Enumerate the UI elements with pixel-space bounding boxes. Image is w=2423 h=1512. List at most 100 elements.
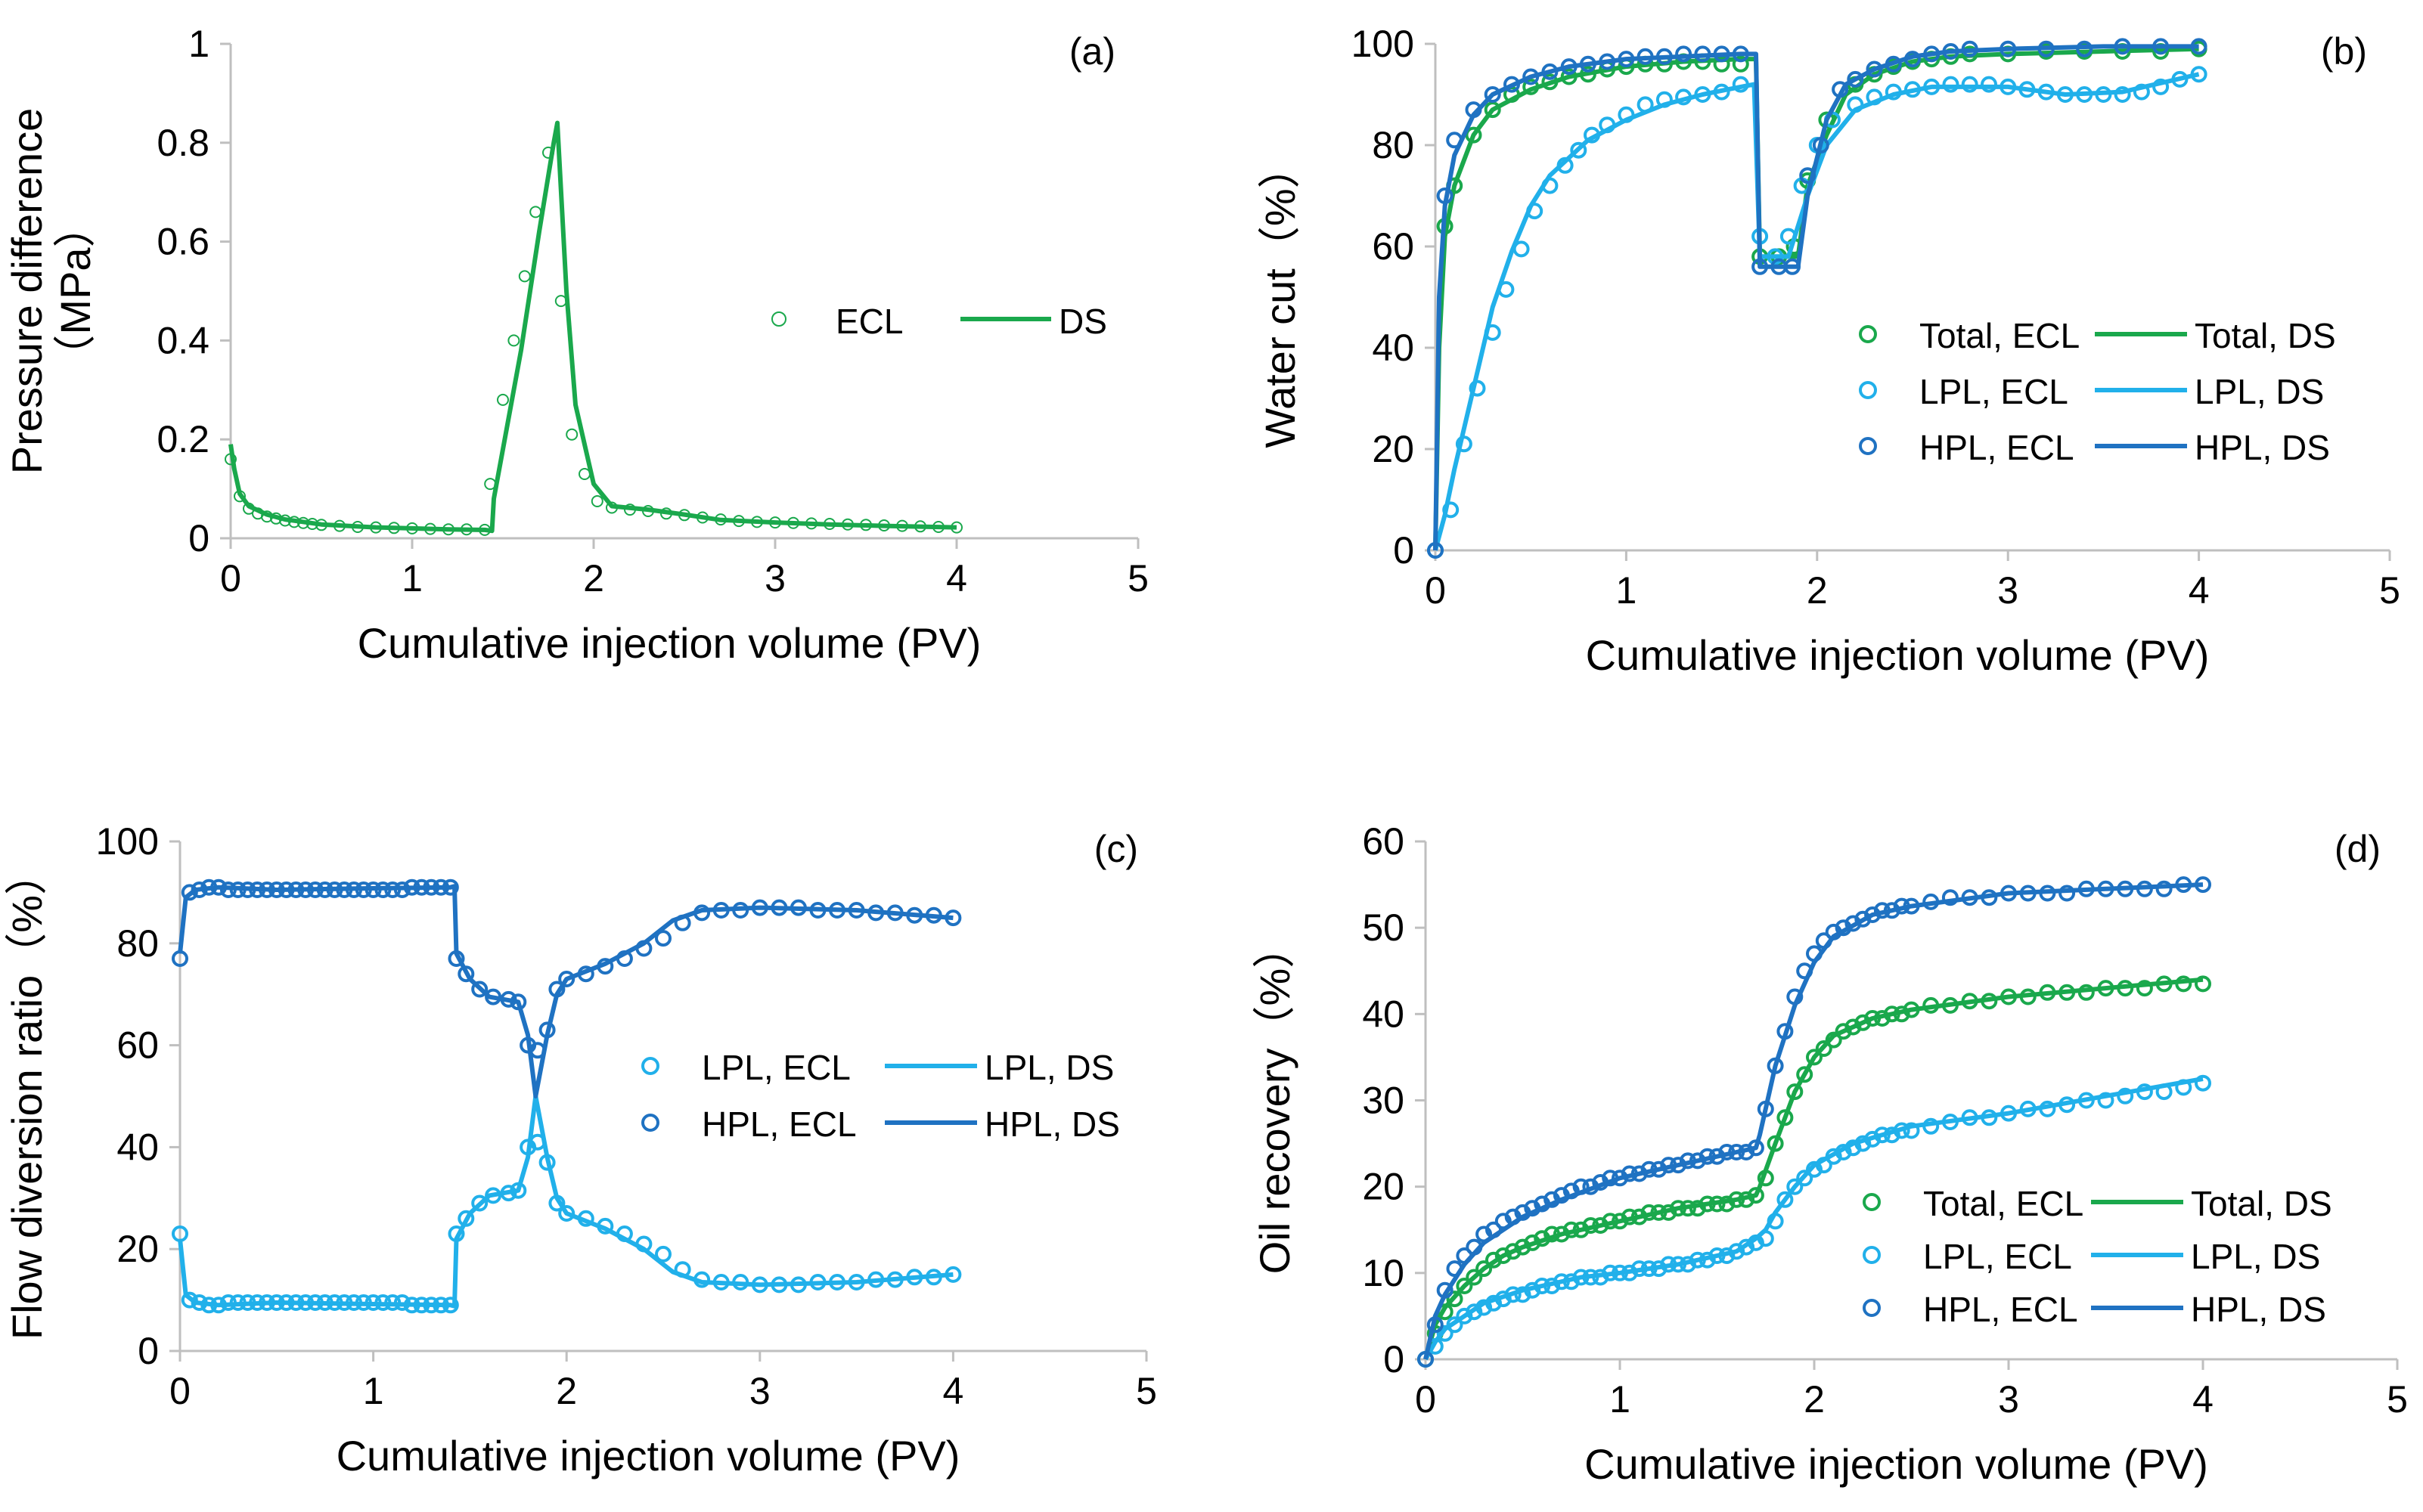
ecl-point — [660, 507, 672, 520]
ecl-point — [1767, 1135, 1784, 1152]
ecl-point — [1923, 78, 1941, 95]
ecl-point — [1484, 101, 1501, 119]
ecl-point — [172, 950, 188, 967]
x-tick-label: 1 — [1615, 569, 1637, 612]
ecl-point — [1541, 73, 1559, 91]
ecl-point — [2058, 984, 2076, 1001]
ecl-point — [1436, 1281, 1453, 1299]
ecl-point — [2195, 1074, 2211, 1092]
ecl-point — [1732, 45, 1749, 63]
ecl-point — [1942, 76, 1959, 93]
ds-line-lpl — [1423, 1077, 2204, 1361]
ecl-point — [1592, 1269, 1609, 1286]
ecl-point — [693, 1271, 711, 1288]
ecl-point — [1670, 1157, 1687, 1174]
ecl-point — [624, 503, 636, 516]
x-tick-label: 4 — [2189, 569, 2210, 612]
ecl-point — [1751, 258, 1769, 275]
y-axis-title: Oil recovery（%） — [1251, 926, 1298, 1275]
ecl-point — [1504, 1208, 1522, 1225]
y-tick-label: 0.4 — [157, 319, 209, 361]
ecl-point — [1942, 43, 1959, 60]
ecl-point — [769, 516, 781, 529]
ecl-point — [433, 878, 450, 896]
y-tick-label: 40 — [1362, 993, 1404, 1035]
ecl-point — [413, 878, 430, 896]
ecl-point — [2117, 1087, 2134, 1105]
ecl-point — [1660, 1256, 1677, 1273]
ecl-point — [1484, 324, 1501, 341]
ecl-point — [1728, 1243, 1745, 1260]
ecl-point — [191, 1294, 208, 1311]
ecl-point — [1442, 501, 1460, 519]
ecl-point — [577, 1210, 594, 1227]
ecl-point — [848, 902, 865, 919]
y-tick-label: 20 — [116, 1228, 159, 1270]
y-tick-label: 40 — [1372, 327, 1414, 369]
ecl-point — [2000, 885, 2017, 902]
ecl-point — [1497, 280, 1515, 298]
ecl-point — [239, 1294, 256, 1311]
ecl-point — [1864, 906, 1882, 923]
ecl-point — [507, 334, 520, 347]
ecl-point — [355, 1294, 372, 1311]
ecl-point — [733, 515, 745, 528]
ecl-point — [1893, 897, 1910, 915]
ecl-point — [518, 270, 531, 283]
ecl-point — [1689, 1200, 1706, 1217]
ecl-point — [1514, 1238, 1531, 1256]
ecl-point — [200, 1297, 218, 1314]
legend-ecl-label: Total, ECL — [1919, 316, 2080, 355]
ecl-point — [1427, 542, 1444, 559]
ecl-point — [1475, 1260, 1493, 1278]
ecl-point — [1904, 81, 1921, 98]
ecl-point — [1903, 1122, 1920, 1139]
ecl-point — [1961, 40, 1978, 57]
ecl-point — [542, 146, 554, 159]
x-tick-label: 0 — [1425, 569, 1446, 612]
ecl-point — [1446, 1260, 1463, 1278]
ecl-point — [370, 521, 382, 534]
ecl-point — [423, 1297, 440, 1314]
ecl-point — [1572, 1221, 1590, 1238]
ecl-point — [1612, 1170, 1628, 1187]
legend-ecl-marker — [771, 311, 786, 327]
ecl-point — [278, 881, 295, 898]
ecl-point — [316, 1294, 334, 1311]
ecl-point — [2195, 876, 2211, 894]
y-tick-label: 80 — [116, 922, 159, 965]
ecl-point — [1618, 51, 1635, 68]
x-tick-label: 3 — [1997, 569, 2018, 612]
ecl-point — [1640, 1260, 1658, 1278]
ecl-point — [1738, 1191, 1755, 1208]
ecl-point — [1592, 1217, 1609, 1234]
ecl-point — [2000, 988, 2017, 1005]
ecl-point — [1883, 1005, 1900, 1023]
ecl-point — [579, 468, 591, 480]
ecl-point — [1456, 1278, 1473, 1294]
ecl-point — [1694, 45, 1711, 63]
ecl-point — [1560, 68, 1578, 85]
ecl-point — [1494, 1213, 1512, 1230]
ecl-point — [1815, 1040, 1832, 1057]
ecl-point — [1543, 1225, 1561, 1243]
legend-ecl-marker — [641, 1057, 659, 1075]
ecl-point — [1844, 1139, 1862, 1157]
ecl-point — [403, 878, 420, 896]
ecl-point — [1941, 1114, 1959, 1130]
x-tick-label: 2 — [556, 1370, 577, 1412]
ecl-point — [219, 881, 237, 898]
ecl-point — [538, 1021, 556, 1039]
ecl-point — [1621, 1165, 1638, 1182]
chart-panel-b: 0 1 2 3 4 5 0 20 40 60 80 100 Cumulative injection v… — [1256, 23, 2400, 679]
ecl-point — [1708, 1247, 1726, 1264]
ecl-point — [945, 909, 962, 927]
ecl-point — [1640, 1204, 1658, 1221]
ecl-point — [1718, 1247, 1736, 1264]
ecl-point — [1475, 1299, 1493, 1316]
ecl-point — [529, 1042, 546, 1059]
ecl-point — [448, 950, 465, 967]
ecl-point — [1655, 48, 1673, 65]
y-tick-label: 10 — [1362, 1252, 1404, 1294]
ecl-point — [297, 1294, 315, 1311]
